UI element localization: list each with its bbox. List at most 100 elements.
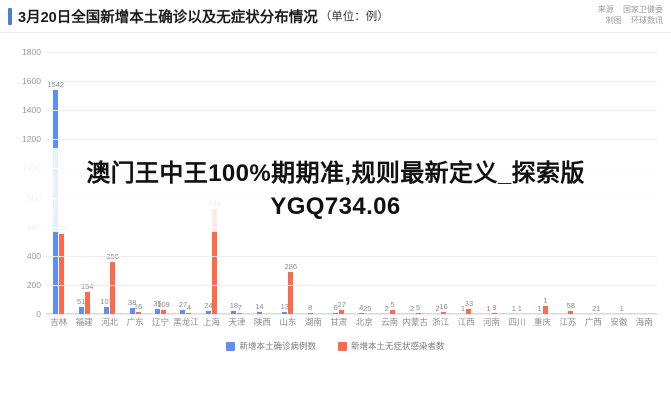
bar-value-label: 2 [435, 303, 440, 313]
x-axis-tick-label: 天津 [228, 317, 246, 327]
bar: 51 [77, 297, 85, 314]
x-axis-tick-label: 海南 [635, 317, 653, 327]
bar-value-label: 109 [157, 299, 170, 309]
bar-group: 18 7 [224, 52, 249, 314]
bar-value-label: 51 [77, 296, 86, 306]
bar-value-label: 9 [492, 302, 497, 312]
bar: 109 [157, 300, 170, 314]
bar: 549 [55, 224, 68, 314]
bar-value-label: 4 [359, 303, 364, 313]
bar-value-label: 1 [460, 303, 466, 313]
bar-group: 8 [301, 52, 326, 314]
bar: 107 [100, 297, 113, 314]
source-credits: 来源 国家卫健委 制图 环球数讯 [591, 4, 663, 26]
bar-value-label: 7 [237, 302, 242, 312]
x-axis-tick-label: 广西 [584, 317, 602, 327]
bar: 5 [415, 303, 421, 314]
x-axis-tick-label: 江苏 [559, 317, 577, 327]
x-axis-tick-label: 广东 [126, 317, 144, 327]
bar-value-label: 27 [337, 300, 346, 310]
bar: 14 [255, 302, 264, 314]
bar-value-label: 35 [153, 298, 162, 308]
x-axis-tick-label: 吉林 [50, 317, 68, 327]
x-axis-tick-label: 重庆 [533, 317, 551, 327]
bar-group: 14 [250, 52, 275, 314]
bar-value-label: 58 [566, 300, 575, 310]
bar-value-label: 2 [409, 303, 415, 313]
bar-value-label: 14 [255, 301, 264, 311]
legend-item[interactable]: 新增本土无症状感染者数 [338, 340, 445, 352]
bar-group: 51 154 [71, 52, 96, 314]
bar: 154 [81, 282, 93, 314]
x-axis-tick-label: 河北 [101, 317, 119, 327]
x-axis-tick-label: 陕西 [253, 317, 271, 327]
bar: 27 [338, 300, 346, 314]
gridline: 400 [27, 251, 657, 261]
x-axis-labels: 吉林 福建 河北 广东 辽宁 黑龙江 上海 天津 陕西 山东 湖南 甘肃 北京 云南 内蒙古 浙江 江西 河南 四川… [46, 316, 657, 334]
gridline: 1600 [22, 76, 657, 86]
gridline: 1200 [22, 134, 657, 144]
bar-value-label: 4 [186, 303, 192, 313]
gridline: 0 [36, 309, 657, 319]
bar-value-label: 2 [384, 303, 389, 313]
x-axis-tick-label: 四川 [508, 317, 526, 327]
bar-value-label: 27 [178, 300, 188, 310]
bar: 9 [491, 303, 497, 314]
chart-legend: 新增本土确诊病例数 新增本土无症状感染者数 [0, 338, 671, 354]
x-axis-line [46, 313, 657, 314]
bar-value-label: 38 [127, 298, 137, 308]
bar-value-label: 1 [543, 295, 548, 305]
bar: 356 [106, 252, 119, 314]
bar-group: 35 109 [148, 52, 173, 314]
x-axis-tick-label: 北京 [355, 317, 373, 327]
bar-value-label: 1 [517, 303, 522, 313]
legend-swatch [226, 341, 236, 351]
y-axis-tick-label: 1200 [22, 134, 41, 145]
chart-header: 3月20日全国新增本土确诊以及无症状分布情况 （单位：例） 来源 国家卫健委 制… [0, 0, 671, 33]
x-axis-tick-label: 上海 [203, 317, 221, 327]
y-axis-tick-label: 1400 [22, 105, 41, 116]
bar-group: 13 286 [275, 52, 300, 314]
bar-value-label: 107 [100, 296, 113, 306]
y-axis-tick-label: 1800 [22, 47, 41, 57]
bar-value-label: 21 [592, 304, 601, 313]
gridline: 200 [27, 280, 657, 290]
maker-value: 环球数讯 [631, 16, 663, 25]
x-axis-tick-label: 山东 [279, 317, 297, 327]
source-label: 来源 [597, 5, 614, 14]
x-axis-tick-label: 云南 [381, 317, 399, 327]
watermark-band: 澳门王中王100%期期准,规则最新定义_探索版YGQ734.06 [0, 148, 671, 232]
bar: 13 [281, 302, 289, 314]
bar-value-label: 1 [486, 303, 491, 313]
y-axis-tick-label: 200 [26, 279, 41, 290]
bar-group: 6 27 [326, 52, 351, 314]
y-axis-tick-label: 1600 [22, 76, 41, 87]
bar-value-label: 286 [284, 262, 298, 272]
bar: 58 [567, 301, 575, 314]
bar-group: 2 16 [428, 52, 453, 314]
bar: 35 [153, 299, 162, 314]
bar: 18 [230, 301, 238, 314]
bar-value-label: 1542 [47, 79, 65, 89]
bar-group: 27 4 [173, 52, 198, 314]
x-axis-tick-label: 河南 [483, 317, 501, 327]
x-axis-tick-label: 安徽 [610, 317, 628, 327]
bar-value-label: 1 [619, 303, 624, 313]
bar-group: 1 33 [453, 52, 478, 314]
bar: 24 [204, 301, 213, 314]
bar-group: 58 [555, 52, 580, 314]
bar-value-label: 16 [133, 301, 143, 311]
bar-value-label: 5 [390, 300, 395, 310]
source-value: 国家卫健委 [623, 5, 663, 14]
bar: 33 [465, 299, 473, 314]
x-axis-tick-label: 甘肃 [330, 317, 348, 327]
x-axis-tick-label: 黑龙江 [173, 317, 199, 327]
legend-item[interactable]: 新增本土确诊病例数 [226, 340, 316, 352]
bar-group: 1 [606, 52, 631, 314]
x-axis-tick-label: 湖南 [304, 317, 322, 327]
y-axis-tick-label: 0 [36, 309, 41, 319]
